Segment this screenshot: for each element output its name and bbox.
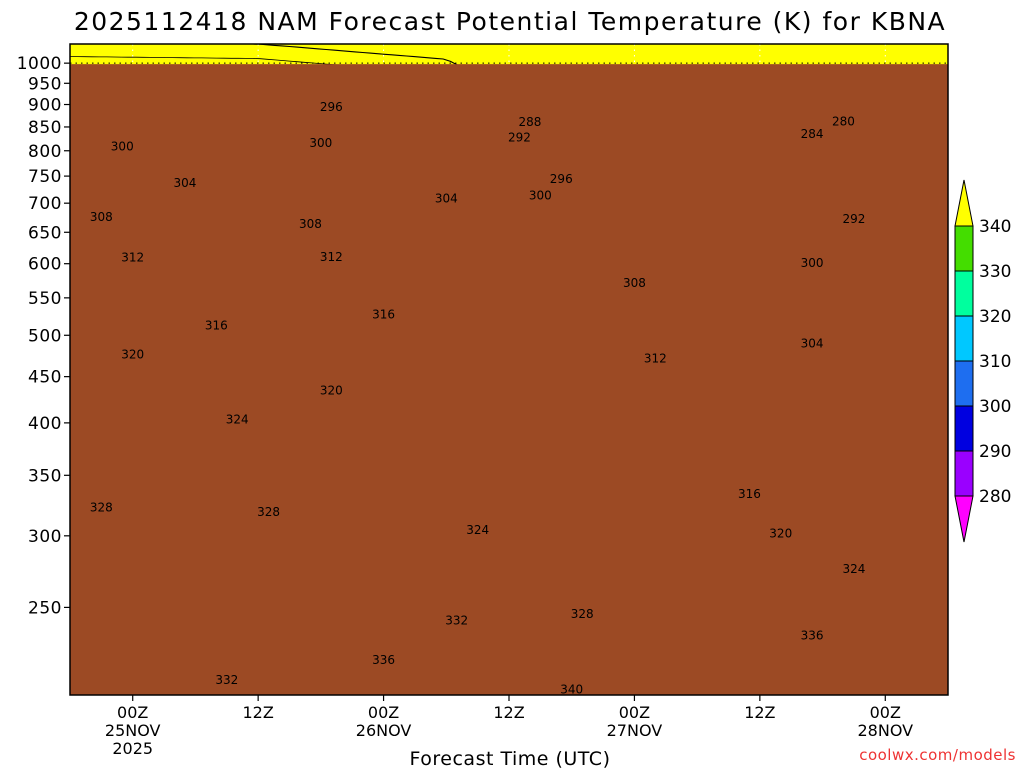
x-tick-label: 26NOV (356, 721, 412, 740)
contour-label: 288 (518, 115, 541, 129)
contour-label: 304 (174, 176, 197, 190)
x-tick-label: 2025 (112, 739, 153, 758)
x-tick-label: 12Z (744, 703, 775, 722)
ground-surface (70, 64, 948, 695)
y-tick-label: 1000 (17, 54, 62, 74)
colorbar-segment (954, 315, 974, 362)
contour-label: 300 (529, 188, 552, 202)
y-tick-label: 750 (28, 167, 62, 187)
y-tick-label: 650 (28, 223, 62, 243)
contour-label: 328 (90, 500, 113, 514)
contour-label: 304 (435, 192, 458, 206)
watermark: coolwx.com/models (859, 746, 1016, 764)
contour-label: 320 (769, 527, 792, 541)
contour-label: 300 (309, 136, 332, 150)
contour-label: 324 (466, 523, 489, 537)
x-tick-label: 00Z (619, 703, 650, 722)
chart-title: 2025112418 NAM Forecast Potential Temper… (74, 7, 946, 36)
y-tick-label: 550 (28, 289, 62, 309)
y-tick-label: 800 (28, 142, 62, 162)
contour-label: 292 (842, 212, 865, 226)
x-tick-label: 28NOV (857, 721, 913, 740)
contour-label: 308 (623, 276, 646, 290)
x-tick-label: 00Z (870, 703, 901, 722)
contour-label: 336 (801, 629, 824, 643)
contour-label: 308 (299, 217, 322, 231)
contour-label: 316 (205, 319, 228, 333)
contour-label: 316 (738, 487, 761, 501)
colorbar-segment (954, 225, 974, 272)
colorbar-extend-max (954, 179, 974, 227)
y-tick-label: 450 (28, 368, 62, 388)
colorbar-segment (954, 450, 974, 497)
contour-label: 296 (320, 100, 343, 114)
colorbar-segment (954, 405, 974, 452)
contour-label: 312 (320, 250, 343, 264)
y-tick-label: 250 (28, 598, 62, 618)
contour-label: 300 (801, 256, 824, 270)
contour-label: 324 (842, 562, 865, 576)
y-tick-label: 700 (28, 194, 62, 214)
y-tick-label: 950 (28, 74, 62, 94)
x-tick-label: 12Z (493, 703, 524, 722)
x-tick-label: 27NOV (607, 721, 663, 740)
colorbar-segment (954, 360, 974, 407)
contour-label: 300 (111, 139, 134, 153)
contour-label: 280 (832, 114, 855, 128)
contour-label: 304 (801, 337, 824, 351)
contour-label: 284 (801, 127, 824, 141)
colorbar-label: 340 (979, 217, 1011, 237)
y-tick-label: 500 (28, 326, 62, 346)
colorbar-segment (954, 270, 974, 317)
contour-label: 312 (121, 251, 144, 265)
contour-label: 328 (257, 505, 280, 519)
colorbar-extend-min (954, 495, 974, 543)
contour-label: 296 (550, 172, 573, 186)
colorbar-label: 290 (979, 442, 1011, 462)
colorbar-label: 300 (979, 397, 1011, 417)
x-tick-label: 25NOV (105, 721, 161, 740)
contour-labels: 332 336 340 332 328 336 324 320 324 328 328 316 324 3… (90, 100, 865, 696)
y-tick-label: 300 (28, 527, 62, 547)
contour-label: 340 (560, 683, 583, 697)
contour-label: 336 (372, 653, 395, 667)
colorbar-legend: 340 330 320 310 300 290 280 (954, 179, 1011, 543)
contour-label: 328 (571, 607, 594, 621)
y-tick-label: 350 (28, 466, 62, 486)
contour-label: 292 (508, 130, 531, 144)
y-tick-label: 900 (28, 96, 62, 116)
contour-label: 324 (226, 412, 249, 426)
plot-area: 332 336 340 332 328 336 324 320 324 328 328 316 324 3… (69, 43, 949, 697)
x-tick-label: 00Z (368, 703, 399, 722)
y-tick-label: 850 (28, 118, 62, 138)
x-tick-label: 00Z (117, 703, 148, 722)
contour-label: 316 (372, 307, 395, 321)
colorbar-label: 320 (979, 307, 1011, 327)
contour-label: 320 (121, 347, 144, 361)
contour-label: 308 (90, 210, 113, 224)
colorbar-label: 310 (979, 352, 1011, 372)
colorbar-label: 280 (979, 487, 1011, 507)
x-tick-label: 12Z (242, 703, 273, 722)
contour-label: 332 (215, 673, 238, 687)
contour-label: 332 (445, 614, 468, 628)
contour-label: 312 (644, 351, 667, 365)
y-tick-label: 400 (28, 414, 62, 434)
contour-label: 320 (320, 383, 343, 397)
y-tick-label: 600 (28, 255, 62, 275)
colorbar-label: 330 (979, 262, 1011, 282)
x-axis-title: Forecast Time (UTC) (410, 748, 611, 768)
